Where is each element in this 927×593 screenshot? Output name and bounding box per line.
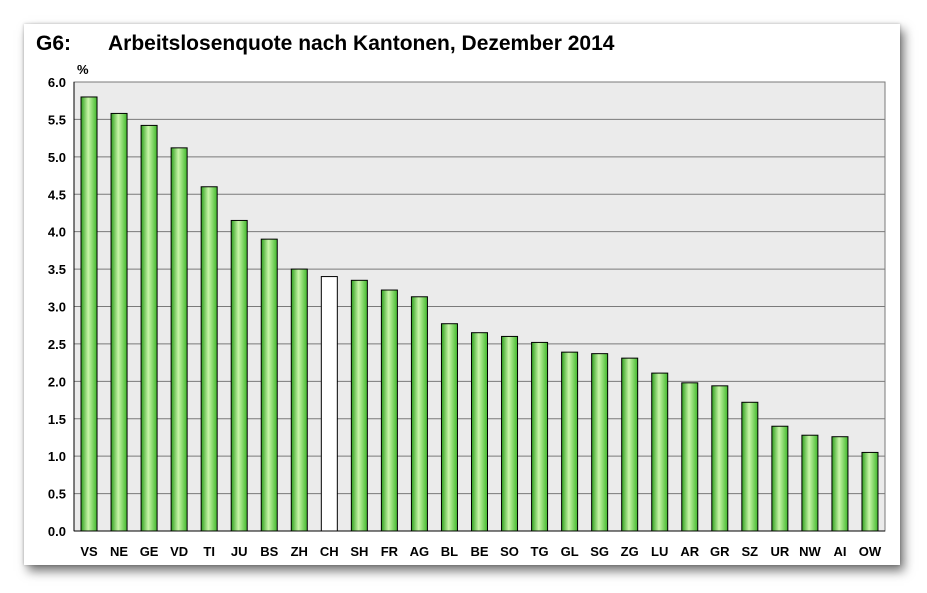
x-tick-label: LU — [651, 544, 668, 559]
bar-ge — [140, 124, 158, 532]
y-tick-label: 6.0 — [48, 75, 66, 90]
bars — [80, 96, 879, 532]
y-tick-label: 5.0 — [48, 150, 66, 165]
x-tick-label: TG — [531, 544, 549, 559]
x-tick-label: SH — [350, 544, 368, 559]
x-tick-label: UR — [770, 544, 789, 559]
x-tick-label: VD — [170, 544, 188, 559]
bar-ur — [771, 425, 789, 532]
x-tick-label: BL — [441, 544, 458, 559]
y-tick-label: 2.0 — [48, 374, 66, 389]
x-tick-label: GR — [710, 544, 730, 559]
y-tick-label: 4.5 — [48, 187, 66, 202]
y-tick-label: 5.5 — [48, 112, 66, 127]
bar-sg — [591, 353, 609, 532]
bar-nw — [801, 434, 819, 532]
bar-ar — [681, 382, 699, 532]
bar-ag — [410, 296, 428, 532]
bar-bl — [440, 323, 458, 532]
bar-tg — [531, 341, 549, 532]
bar-gl — [561, 351, 579, 532]
y-tick-label: 4.0 — [48, 225, 66, 240]
bar-ai — [831, 436, 849, 532]
x-tick-label: ZG — [621, 544, 639, 559]
x-tick-label: NW — [799, 544, 821, 559]
bar-lu — [651, 372, 669, 532]
bar-be — [471, 332, 488, 532]
bar-bs — [260, 238, 278, 532]
bar-gr — [711, 385, 729, 532]
bar-vd — [170, 147, 188, 532]
bar-ju — [230, 219, 248, 532]
bar-ne — [110, 112, 128, 532]
x-tick-label: GL — [561, 544, 579, 559]
x-tick-label: TI — [203, 544, 215, 559]
y-axis-unit: % — [77, 62, 89, 77]
y-tick-label: 3.5 — [48, 262, 66, 277]
y-tick-label: 0.5 — [48, 487, 66, 502]
x-tick-label: FR — [381, 544, 399, 559]
bar-zh — [290, 268, 308, 532]
bar-sz — [741, 401, 759, 532]
bar-zg — [621, 357, 639, 532]
x-tick-label: ZH — [291, 544, 308, 559]
y-tick-label: 1.0 — [48, 449, 66, 464]
x-tick-label: AR — [680, 544, 699, 559]
y-tick-label: 2.5 — [48, 337, 66, 352]
x-tick-label: BS — [260, 544, 278, 559]
bar-so — [501, 335, 519, 532]
x-tick-label: AG — [410, 544, 430, 559]
bar-ti — [200, 186, 218, 532]
x-tick-label: GE — [140, 544, 159, 559]
x-tick-label: OW — [859, 544, 882, 559]
x-tick-label: SG — [590, 544, 609, 559]
y-tick-label: 1.5 — [48, 412, 66, 427]
x-tick-label: AI — [833, 544, 846, 559]
x-tick-label: SO — [500, 544, 519, 559]
x-tick-label: VS — [80, 544, 98, 559]
x-tick-label: SZ — [742, 544, 759, 559]
x-axis-ticks: VS NE GE VD TI JU BS ZH CH SH FR AG BL BE SO TG GL SG ZG LU… — [80, 544, 882, 559]
x-tick-label: BE — [470, 544, 488, 559]
chart-title: Arbeitslosenquote nach Kantonen, Dezembe… — [108, 32, 615, 55]
bar-sh — [350, 279, 368, 532]
x-tick-label: NE — [110, 544, 128, 559]
bar-fr — [380, 289, 398, 532]
figure-id: G6: — [36, 32, 72, 55]
x-tick-label: JU — [231, 544, 248, 559]
bar-vs — [80, 96, 98, 532]
y-tick-label: 0.0 — [48, 524, 66, 539]
bar-ch — [320, 276, 338, 532]
y-tick-label: 3.0 — [48, 300, 66, 315]
y-axis-ticks: 0.0 0.5 1.0 1.5 2.0 2.5 3.0 3.5 4.0 4.5 5.0 5.5 6.0 — [48, 75, 66, 539]
x-tick-label: CH — [320, 544, 339, 559]
bar-ow — [861, 451, 879, 532]
